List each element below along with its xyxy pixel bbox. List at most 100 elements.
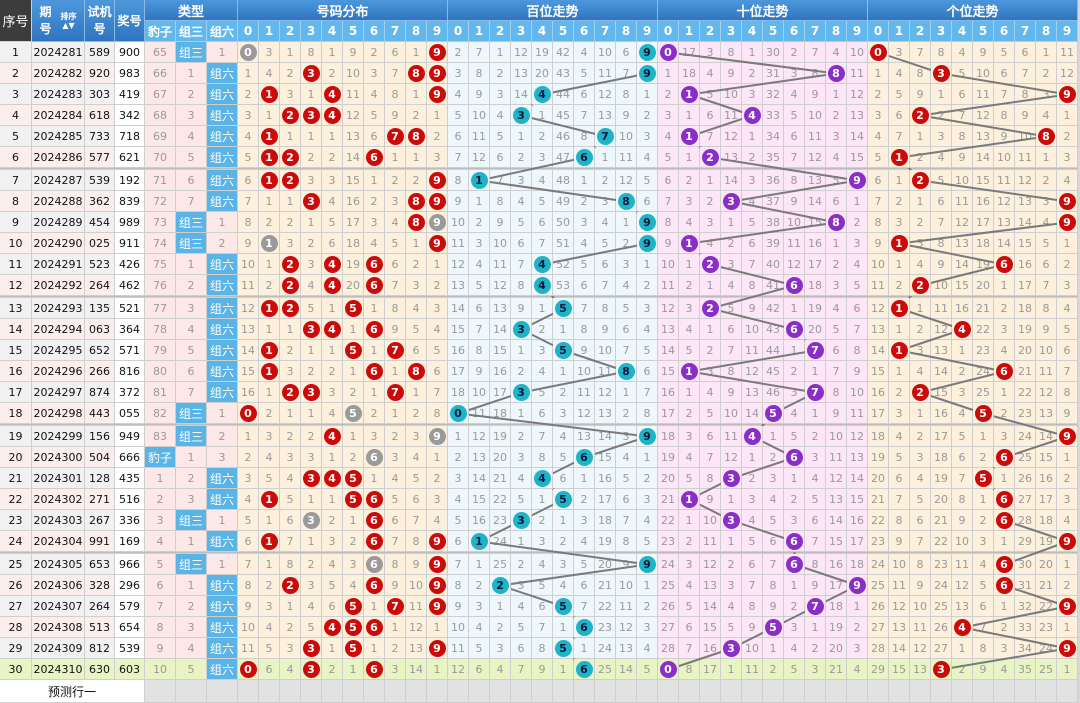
omission-cell: 22 [595, 596, 616, 617]
omission-cell: 4 [574, 531, 595, 552]
predict-cell[interactable] [406, 680, 427, 703]
predict-cell[interactable] [700, 680, 721, 703]
sort-button[interactable]: 排序 ▲▼ [61, 12, 77, 30]
predict-cell[interactable] [280, 680, 301, 703]
row-trial: 063 [85, 319, 115, 340]
omission-cell: 5 [280, 489, 301, 510]
digit-ball: 8 [407, 213, 425, 231]
omission-cell: 2 [700, 340, 721, 361]
predict-cell[interactable] [721, 680, 742, 703]
digit-ball: 4 [533, 255, 551, 273]
predict-cell[interactable] [1015, 680, 1036, 703]
omission-cell: 1 [553, 319, 574, 340]
omission-cell: 4 [259, 447, 280, 468]
omission-cell: 25 [868, 575, 889, 596]
predict-cell[interactable] [176, 680, 207, 703]
predict-cell[interactable] [616, 680, 637, 703]
omission-cell: 3 [679, 191, 700, 212]
predict-cell[interactable] [763, 680, 784, 703]
omission-cell: 8 [238, 212, 259, 233]
omission-cell: 3 [784, 382, 805, 403]
predict-label: 预测行一 [0, 680, 145, 703]
ball-cell: 2 [700, 147, 721, 168]
row-period: 2024290 [32, 233, 85, 254]
predict-cell[interactable] [658, 680, 679, 703]
omission-cell: 5 [679, 340, 700, 361]
predict-cell[interactable] [910, 680, 931, 703]
omission-cell: 15 [805, 212, 826, 233]
omission-cell: 1 [553, 510, 574, 531]
predict-cell[interactable] [742, 680, 763, 703]
digit-ball: 3 [302, 469, 320, 487]
digit-ball: 9 [638, 64, 656, 82]
predict-cell[interactable] [259, 680, 280, 703]
predict-cell[interactable] [145, 680, 176, 703]
row-seq: 16 [0, 361, 32, 382]
row-draw: 336 [115, 510, 145, 531]
omission-cell: 14 [511, 84, 532, 105]
header-digit: 0 [658, 21, 679, 42]
predict-cell[interactable] [826, 680, 847, 703]
predict-cell[interactable] [973, 680, 994, 703]
predict-cell[interactable] [931, 680, 952, 703]
digit-ball: 2 [911, 383, 929, 401]
omission-cell: 3 [784, 510, 805, 531]
predict-cell[interactable] [805, 680, 826, 703]
header-period[interactable]: 期号 排序 ▲▼ [32, 0, 85, 42]
omission-cell: 1 [1057, 617, 1078, 638]
ball-cell: 5 [343, 403, 364, 424]
omission-cell: 1 [637, 254, 658, 275]
digit-ball: 1 [680, 490, 698, 508]
predict-cell[interactable] [595, 680, 616, 703]
omission-cell: 4 [952, 403, 973, 424]
predict-cell[interactable] [553, 680, 574, 703]
omission-cell: 4 [826, 298, 847, 319]
predict-cell[interactable] [322, 680, 343, 703]
predict-cell[interactable] [427, 680, 448, 703]
predict-cell[interactable] [343, 680, 364, 703]
predict-cell[interactable] [364, 680, 385, 703]
omission-cell: 4 [637, 510, 658, 531]
omission-cell: 1 [742, 42, 763, 63]
omission-cell: 14 [616, 659, 637, 680]
omission-cell: 2 [889, 275, 910, 296]
omission-cell: 9 [343, 42, 364, 63]
omission-cell: 1 [532, 298, 553, 319]
predict-cell[interactable] [532, 680, 553, 703]
predict-cell[interactable] [207, 680, 238, 703]
predict-cell[interactable] [952, 680, 973, 703]
omission-cell: 7 [469, 319, 490, 340]
ball-cell: 9 [427, 212, 448, 233]
predict-cell[interactable] [868, 680, 889, 703]
predict-cell[interactable] [847, 680, 868, 703]
predict-cell[interactable] [574, 680, 595, 703]
predict-cell[interactable] [889, 680, 910, 703]
predict-cell[interactable] [679, 680, 700, 703]
predict-cell[interactable] [637, 680, 658, 703]
predict-cell[interactable] [1036, 680, 1057, 703]
omission-cell: 3 [259, 596, 280, 617]
omission-cell: 6 [784, 126, 805, 147]
omission-cell: 16 [700, 638, 721, 659]
predict-cell[interactable] [994, 680, 1015, 703]
predict-cell[interactable] [1057, 680, 1078, 703]
omission-cell: 14 [805, 191, 826, 212]
omission-cell: 40 [763, 254, 784, 275]
omission-cell: 7 [910, 42, 931, 63]
predict-cell[interactable] [301, 680, 322, 703]
type-cell: 组三 [176, 212, 207, 233]
predict-cell[interactable] [469, 680, 490, 703]
ball-cell: 5 [343, 617, 364, 638]
row-draw: 839 [115, 191, 145, 212]
ball-cell: 8 [406, 63, 427, 84]
omission-cell: 8 [448, 170, 469, 191]
ball-cell: 9 [427, 84, 448, 105]
predict-cell[interactable] [511, 680, 532, 703]
predict-cell[interactable] [448, 680, 469, 703]
omission-cell: 5 [973, 575, 994, 596]
predict-cell[interactable] [784, 680, 805, 703]
predict-cell[interactable] [238, 680, 259, 703]
predict-cell[interactable] [490, 680, 511, 703]
predict-cell[interactable] [385, 680, 406, 703]
type-cell: 1 [207, 510, 238, 531]
